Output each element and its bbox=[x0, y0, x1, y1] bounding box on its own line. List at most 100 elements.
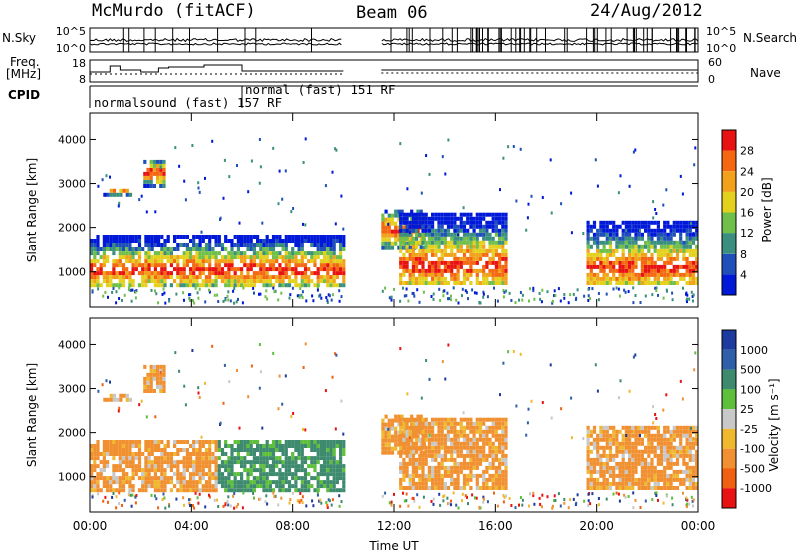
velocity-cell bbox=[402, 425, 406, 430]
power-cell bbox=[335, 148, 338, 152]
velocity-cell bbox=[498, 465, 502, 470]
velocity-cell bbox=[599, 461, 603, 466]
velocity-cell bbox=[227, 476, 231, 481]
velocity-cell bbox=[198, 492, 201, 496]
velocity-cell bbox=[440, 421, 444, 426]
velocity-cell bbox=[605, 433, 609, 438]
velocity-cell bbox=[608, 441, 613, 446]
velocity-cell bbox=[160, 488, 164, 493]
power-cell bbox=[220, 279, 225, 284]
velocity-cell bbox=[450, 441, 454, 446]
power-cell bbox=[300, 239, 304, 243]
velocity-cell bbox=[504, 465, 508, 470]
power-cell bbox=[99, 267, 103, 272]
power-cell bbox=[612, 268, 616, 273]
power-cell bbox=[394, 233, 398, 238]
power-cell bbox=[217, 243, 221, 247]
velocity-cell bbox=[144, 488, 148, 493]
velocity-cell bbox=[310, 476, 314, 481]
power-cell bbox=[450, 240, 454, 245]
velocity-cell bbox=[217, 444, 221, 448]
velocity-cell bbox=[631, 441, 635, 446]
power-cell bbox=[256, 271, 260, 276]
velocity-cell bbox=[529, 492, 531, 496]
power-cell bbox=[208, 267, 212, 272]
velocity-cell bbox=[118, 464, 122, 469]
power-cell bbox=[90, 263, 94, 268]
power-cell bbox=[264, 295, 267, 299]
velocity-cell bbox=[640, 477, 644, 482]
velocity-cell bbox=[434, 453, 438, 458]
power-cell bbox=[155, 292, 158, 296]
power-cell bbox=[640, 264, 644, 269]
velocity-cell bbox=[675, 445, 680, 450]
velocity-cell bbox=[462, 473, 467, 478]
velocity-cell bbox=[640, 449, 644, 454]
velocity-cell bbox=[192, 484, 196, 489]
velocity-cell bbox=[211, 484, 215, 489]
velocity-cell bbox=[224, 484, 228, 489]
power-cell bbox=[265, 255, 269, 260]
power-cell bbox=[408, 228, 412, 233]
velocity-cell bbox=[332, 464, 336, 469]
power-cell bbox=[446, 220, 451, 225]
power-cell bbox=[504, 232, 508, 237]
power-cell bbox=[313, 255, 317, 260]
power-cell bbox=[608, 236, 613, 241]
velocity-cell bbox=[214, 440, 218, 444]
power-cell bbox=[109, 175, 111, 179]
power-cell bbox=[624, 260, 628, 265]
velocity-cell bbox=[137, 460, 142, 465]
power-cell bbox=[631, 276, 635, 281]
velocity-cell bbox=[672, 486, 676, 490]
power-cell bbox=[418, 212, 422, 217]
velocity-cell bbox=[525, 433, 528, 437]
power-cell bbox=[679, 248, 683, 253]
velocity-cell bbox=[271, 480, 276, 485]
power-cell bbox=[596, 272, 600, 277]
velocity-cell bbox=[485, 457, 489, 462]
power-cell bbox=[469, 220, 473, 225]
velocity-cell bbox=[278, 374, 281, 378]
velocity-cell bbox=[312, 504, 315, 508]
velocity-cell bbox=[669, 437, 673, 442]
power-cell bbox=[405, 294, 408, 298]
power-cell bbox=[176, 283, 180, 288]
velocity-cell bbox=[402, 457, 406, 462]
power-cell bbox=[475, 216, 479, 221]
power-cell bbox=[147, 259, 151, 264]
power-cell bbox=[112, 263, 116, 268]
power-cell bbox=[258, 181, 261, 185]
velocity-cell bbox=[147, 480, 151, 485]
xtick-label: 00:00 bbox=[681, 519, 716, 533]
velocity-cell bbox=[259, 464, 263, 469]
power-cell bbox=[650, 268, 654, 273]
velocity-cell bbox=[204, 505, 207, 509]
velocity-cell bbox=[679, 441, 683, 446]
power-cell bbox=[192, 299, 194, 303]
power-cell bbox=[278, 255, 282, 260]
velocity-cell bbox=[621, 437, 625, 442]
power-cell bbox=[605, 248, 609, 253]
velocity-cell bbox=[657, 498, 659, 502]
power-cell bbox=[669, 256, 673, 261]
velocity-cell bbox=[679, 453, 683, 458]
velocity-cell bbox=[669, 465, 673, 470]
velocity-cell bbox=[469, 461, 473, 466]
velocity-cell bbox=[485, 425, 489, 430]
power-cell bbox=[109, 247, 113, 251]
power-cell bbox=[685, 244, 689, 249]
velocity-cell bbox=[118, 491, 121, 495]
power-cell bbox=[381, 221, 385, 226]
power-cell bbox=[507, 145, 510, 149]
power-cell bbox=[586, 244, 590, 249]
power-cell bbox=[99, 255, 103, 260]
velocity-cell bbox=[150, 468, 154, 473]
colorbar-tick-label: 16 bbox=[740, 207, 754, 220]
velocity-cell bbox=[695, 453, 699, 458]
velocity-cell bbox=[482, 421, 486, 426]
velocity-cell bbox=[152, 372, 156, 377]
power-cell bbox=[618, 294, 621, 298]
velocity-cell bbox=[471, 493, 474, 497]
